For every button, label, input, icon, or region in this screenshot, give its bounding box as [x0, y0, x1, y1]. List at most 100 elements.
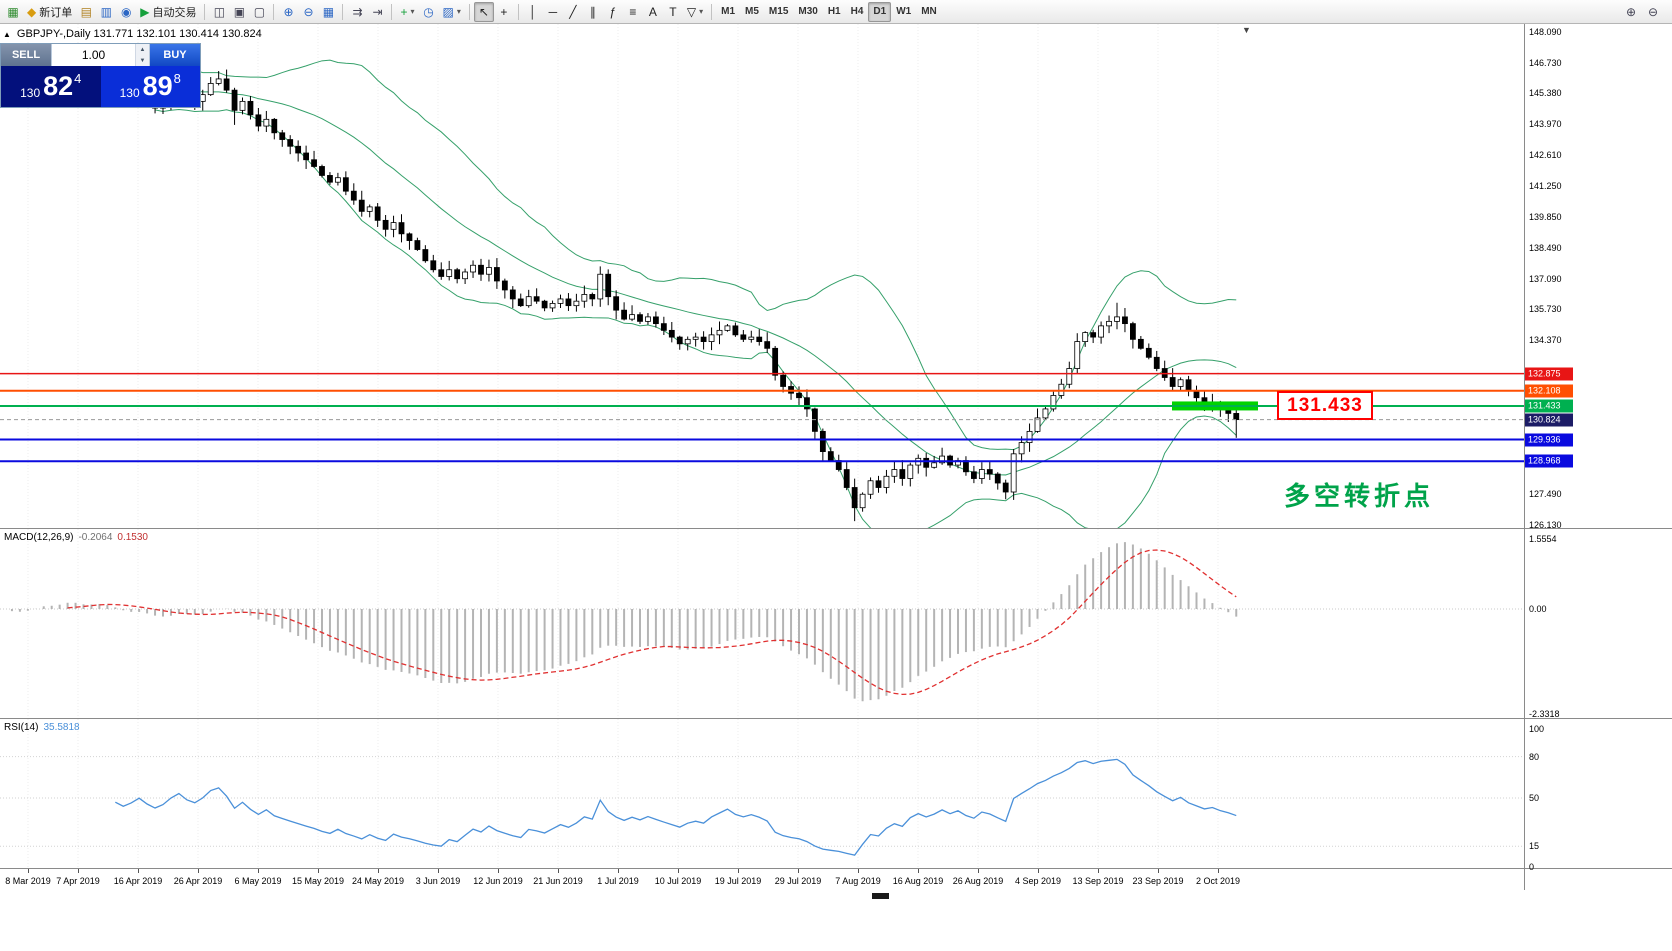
candle [382, 219, 389, 230]
price-chart-canvas[interactable] [0, 24, 1524, 528]
candle [199, 94, 206, 102]
tile-windows-button[interactable]: ◫ [209, 2, 229, 22]
candle [971, 471, 977, 479]
period-button[interactable]: ◷ [419, 2, 439, 22]
time-axis-label: 10 Jul 2019 [654, 876, 702, 886]
price-axis-label: 141.250 [1529, 180, 1562, 191]
time-tick [1098, 869, 1099, 873]
timeframe-d1-button[interactable]: D1 [868, 1, 892, 22]
arrange-windows-button[interactable]: ▢ [249, 2, 269, 22]
candle [541, 300, 548, 309]
price-level-tag[interactable]: 131.433 [1525, 399, 1573, 413]
collapse-panel-icon[interactable]: ▲ [3, 29, 11, 39]
chinese-note-text[interactable]: 多空转折点 [1284, 481, 1435, 511]
cascade-windows-button[interactable]: ▣ [229, 2, 249, 22]
fibonacci-icon: ƒ [609, 4, 617, 19]
market-watch-button[interactable]: ▥ [96, 2, 116, 22]
buy-button[interactable]: BUY [150, 44, 200, 66]
sell-price[interactable]: 130 82 4 [1, 66, 101, 107]
price-annotation-box[interactable]: 131.433 [1277, 391, 1373, 420]
candle [207, 83, 214, 96]
label-button[interactable]: T [663, 2, 683, 22]
chart-shift-button[interactable]: ⇥ [367, 2, 387, 22]
price-level-tag[interactable]: 129.936 [1525, 433, 1573, 447]
toolbar-separator [391, 3, 393, 20]
new-order-button[interactable]: ◆ 新订单 [23, 2, 76, 22]
levels-button[interactable]: ≡ [623, 2, 643, 22]
candle [692, 336, 699, 340]
text-button[interactable]: A [643, 2, 663, 22]
time-axis-label: 12 Jun 2019 [473, 876, 523, 886]
rsi-canvas[interactable] [0, 719, 1524, 869]
candle [1010, 453, 1017, 493]
fibonacci-button[interactable]: ƒ [603, 2, 623, 22]
zoom-in-button[interactable]: ⊕ [278, 2, 298, 22]
channel-button[interactable]: ∥ [583, 2, 603, 22]
price-level-tag[interactable]: 132.108 [1525, 384, 1573, 398]
volume-input[interactable] [52, 44, 135, 66]
time-axis-label: 26 Apr 2019 [173, 876, 223, 886]
time-tick [378, 869, 379, 873]
candle [414, 240, 421, 250]
price-level-tag[interactable]: 132.875 [1525, 367, 1573, 381]
candle [1145, 347, 1152, 358]
toolbar-separator [468, 3, 470, 20]
candle [883, 475, 890, 488]
horizontal-scrollbar-handle[interactable] [872, 893, 889, 899]
candle [804, 397, 810, 410]
template-icon: ▨ [442, 4, 454, 19]
candle [247, 100, 254, 116]
price-level-tag[interactable]: 128.968 [1525, 454, 1573, 468]
sell-button[interactable]: SELL [1, 44, 51, 66]
timeframe-m15-button[interactable]: M15 [764, 2, 793, 22]
vertical-line-button[interactable]: │ [523, 2, 543, 22]
panel-splitter[interactable] [0, 526, 1672, 530]
candle [462, 271, 469, 280]
crosshair-button[interactable]: + [494, 2, 514, 22]
time-axis[interactable]: 8 Mar 2019 7 Apr 2019 16 Apr 2019 26 Apr 20… [0, 868, 1672, 891]
chart-shift-icon: ⇥ [372, 4, 383, 19]
toolbar-separator [204, 3, 206, 20]
price-level-tag[interactable]: 130.824 [1525, 413, 1573, 427]
time-axis-label: 8 Mar 2019 [5, 876, 51, 886]
timeframe-h1-button[interactable]: H1 [823, 2, 846, 22]
time-tick [138, 869, 139, 873]
macd-canvas[interactable] [0, 529, 1524, 719]
timeframe-m5-button[interactable]: M5 [740, 2, 764, 22]
candle [605, 273, 612, 298]
candle [1193, 390, 1200, 399]
zoom-out-button[interactable]: ⊖ [298, 2, 318, 22]
timeframe-h4-button[interactable]: H4 [846, 2, 869, 22]
timeframe-m30-button[interactable]: M30 [793, 2, 822, 22]
dropdown-caret-icon: ▾ [699, 7, 704, 16]
panel-splitter[interactable] [0, 716, 1672, 720]
chart-shift-marker-icon: ▼ [1242, 25, 1251, 35]
auto-scroll-button[interactable]: ⇉ [347, 2, 367, 22]
volume-up-button[interactable]: ▲ [136, 44, 149, 55]
history-center-button[interactable]: ▤ [76, 2, 96, 22]
cursor-button[interactable]: ↖ [473, 1, 494, 22]
navigator-button[interactable]: ◉ [116, 2, 136, 22]
candle [1082, 332, 1089, 342]
buy-price[interactable]: 130 89 8 [100, 66, 200, 107]
timeframe-mn-button[interactable]: MN [916, 2, 942, 22]
grid-button[interactable]: ▦ [318, 2, 338, 22]
new-order-button-label: 新订单 [39, 6, 73, 19]
candle [501, 280, 508, 291]
auto-trading-button[interactable]: ▶ 自动交易 [136, 2, 200, 22]
search-zoom-out-button[interactable]: ⊖ [1643, 2, 1663, 22]
vertical-line-icon: │ [529, 4, 537, 19]
buy-pips: 89 [142, 71, 173, 101]
volume-down-button[interactable]: ▼ [136, 55, 149, 66]
new-object-button[interactable]: + ▾ [396, 2, 418, 22]
candle [939, 455, 945, 464]
template-button[interactable]: ▨ ▾ [439, 2, 465, 22]
horizontal-line-button[interactable]: ─ [543, 2, 563, 22]
timeframe-m1-button[interactable]: M1 [716, 2, 740, 22]
search-zoom-in-button[interactable]: ⊕ [1621, 2, 1641, 22]
shapes-button[interactable]: ▽ ▾ [683, 2, 707, 22]
timeframe-w1-button[interactable]: W1 [891, 2, 916, 22]
trendline-button[interactable]: ╱ [563, 2, 583, 22]
time-tick [858, 869, 859, 873]
new-chart-button[interactable]: ▦ [3, 2, 23, 22]
